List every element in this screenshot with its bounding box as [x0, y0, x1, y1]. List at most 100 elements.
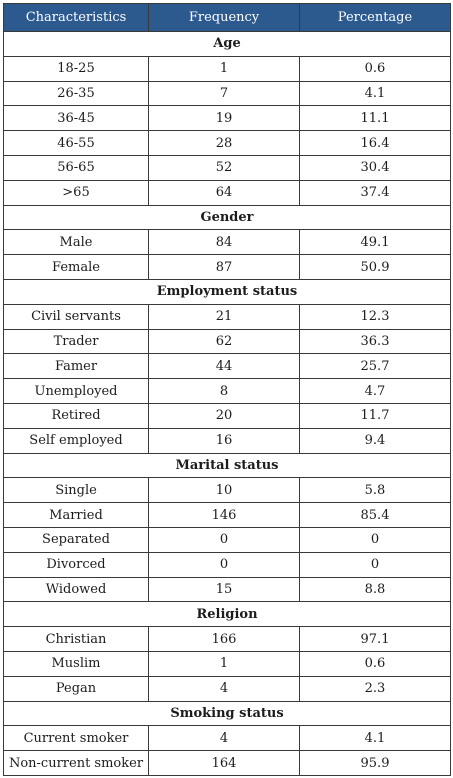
- cell-label: Married: [3, 502, 149, 528]
- cell-percentage: 25.7: [299, 353, 451, 380]
- cell-label: Current smoker: [3, 725, 149, 752]
- cell-label: 56-65: [3, 154, 149, 181]
- cell-label: Famer: [3, 353, 149, 380]
- cell-percentage: 4.1: [299, 725, 451, 752]
- section-title: Marital status: [3, 452, 451, 479]
- section-row: Smoking status: [3, 700, 451, 727]
- cell-label: Single: [3, 477, 149, 504]
- table-row: Trader 62 36.3: [3, 328, 451, 355]
- cell-label: Christian: [3, 626, 149, 652]
- cell-label: Non-current smoker: [3, 750, 149, 776]
- section-title: Religion: [3, 601, 451, 628]
- header-percentage: Percentage: [299, 3, 451, 32]
- table-row: Non-current smoker 164 95.9: [3, 750, 451, 776]
- table-row: Male 84 49.1: [3, 229, 451, 256]
- cell-percentage: 30.4: [299, 154, 451, 181]
- cell-frequency: 1: [148, 650, 300, 677]
- section-row: Employment status: [3, 278, 451, 305]
- table-row: Current smoker 4 4.1: [3, 725, 451, 752]
- section-row: Religion: [3, 601, 451, 628]
- section-title: Age: [3, 31, 451, 57]
- cell-label: Self employed: [3, 427, 149, 454]
- table-header: Characteristics Frequency Percentage: [3, 3, 451, 32]
- cell-percentage: 97.1: [299, 626, 451, 652]
- cell-frequency: 10: [148, 477, 300, 504]
- header-row: Characteristics Frequency Percentage: [3, 3, 451, 32]
- table-row: Self employed 16 9.4: [3, 427, 451, 454]
- cell-percentage: 16.4: [299, 130, 451, 156]
- cell-label: Civil servants: [3, 303, 149, 330]
- cell-percentage: 2.3: [299, 675, 451, 702]
- table-row: Unemployed 8 4.7: [3, 378, 451, 404]
- cell-frequency: 0: [148, 526, 300, 553]
- cell-percentage: 9.4: [299, 427, 451, 454]
- cell-percentage: 12.3: [299, 303, 451, 330]
- cell-label: Separated: [3, 526, 149, 553]
- table-row: Divorced 0 0: [3, 551, 451, 578]
- cell-percentage: 36.3: [299, 328, 451, 355]
- section-title: Employment status: [3, 278, 451, 305]
- cell-label: Retired: [3, 402, 149, 429]
- table-row: 56-65 52 30.4: [3, 154, 451, 181]
- table-row: Single 10 5.8: [3, 477, 451, 504]
- cell-percentage: 5.8: [299, 477, 451, 504]
- table-body: Age 18-25 1 0.6 26-35 7 4.1 36-45 19 11.1 46-55 28 1…: [3, 31, 451, 776]
- cell-frequency: 64: [148, 179, 300, 206]
- cell-label: Divorced: [3, 551, 149, 578]
- table-row: Civil servants 21 12.3: [3, 303, 451, 330]
- cell-percentage: 0: [299, 526, 451, 553]
- table-row: Retired 20 11.7: [3, 402, 451, 429]
- table-row: Separated 0 0: [3, 526, 451, 553]
- cell-frequency: 84: [148, 229, 300, 256]
- table-row: Muslim 1 0.6: [3, 650, 451, 677]
- cell-percentage: 4.1: [299, 80, 451, 107]
- table-row: Female 87 50.9: [3, 254, 451, 280]
- cell-percentage: 11.7: [299, 402, 451, 429]
- cell-frequency: 0: [148, 551, 300, 578]
- section-row: Gender: [3, 204, 451, 231]
- cell-percentage: 0.6: [299, 55, 451, 82]
- cell-label: Pegan: [3, 675, 149, 702]
- cell-label: Male: [3, 229, 149, 256]
- table-row: Christian 166 97.1: [3, 626, 451, 652]
- cell-frequency: 4: [148, 725, 300, 752]
- cell-frequency: 146: [148, 502, 300, 528]
- cell-frequency: 62: [148, 328, 300, 355]
- table-row: Widowed 15 8.8: [3, 576, 451, 603]
- section-title: Gender: [3, 204, 451, 231]
- cell-frequency: 28: [148, 130, 300, 156]
- cell-frequency: 15: [148, 576, 300, 603]
- cell-label: Unemployed: [3, 378, 149, 404]
- header-characteristics: Characteristics: [3, 3, 149, 32]
- cell-percentage: 0: [299, 551, 451, 578]
- cell-label: 18-25: [3, 55, 149, 82]
- cell-label: Trader: [3, 328, 149, 355]
- table-row: >65 64 37.4: [3, 179, 451, 206]
- cell-label: >65: [3, 179, 149, 206]
- cell-percentage: 0.6: [299, 650, 451, 677]
- cell-frequency: 44: [148, 353, 300, 380]
- cell-frequency: 16: [148, 427, 300, 454]
- cell-percentage: 11.1: [299, 105, 451, 132]
- section-title: Smoking status: [3, 700, 451, 727]
- section-row: Age: [3, 31, 451, 57]
- cell-frequency: 1: [148, 55, 300, 82]
- cell-label: 26-35: [3, 80, 149, 107]
- cell-frequency: 164: [148, 750, 300, 776]
- cell-percentage: 95.9: [299, 750, 451, 776]
- cell-frequency: 87: [148, 254, 300, 280]
- table-row: Married 146 85.4: [3, 502, 451, 528]
- cell-frequency: 4: [148, 675, 300, 702]
- cell-label: 36-45: [3, 105, 149, 132]
- table-row: 46-55 28 16.4: [3, 130, 451, 156]
- cell-label: Female: [3, 254, 149, 280]
- cell-frequency: 19: [148, 105, 300, 132]
- characteristics-table: Characteristics Frequency Percentage Age…: [3, 3, 451, 776]
- cell-percentage: 8.8: [299, 576, 451, 603]
- cell-percentage: 37.4: [299, 179, 451, 206]
- cell-frequency: 7: [148, 80, 300, 107]
- cell-frequency: 20: [148, 402, 300, 429]
- cell-percentage: 4.7: [299, 378, 451, 404]
- cell-frequency: 52: [148, 154, 300, 181]
- cell-frequency: 166: [148, 626, 300, 652]
